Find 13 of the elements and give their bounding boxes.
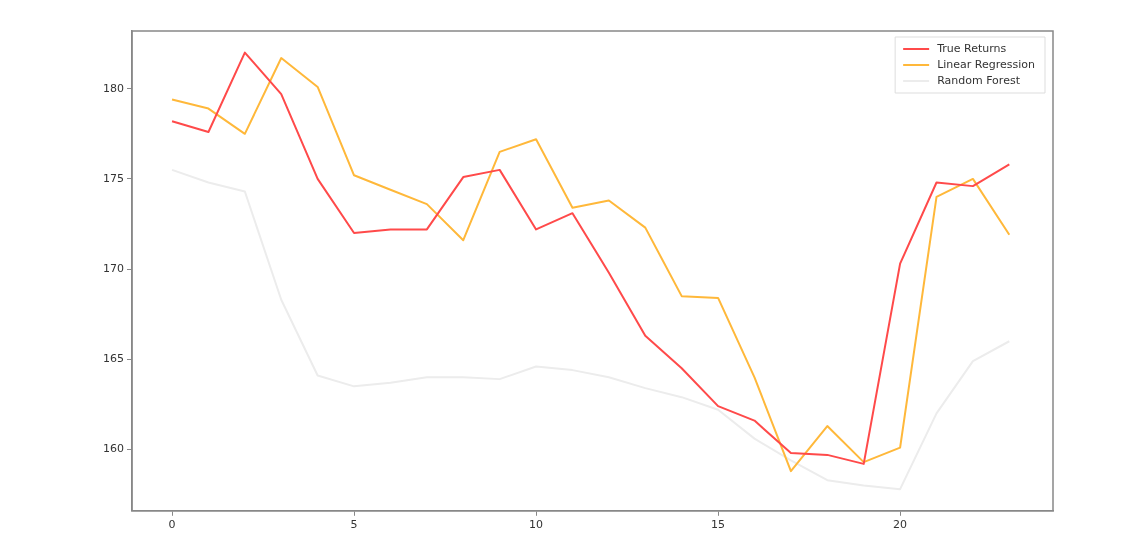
x-tick-label: 10 [529, 518, 544, 532]
y-tick-label: 170 [103, 261, 124, 275]
legend-label: True Returns [936, 41, 1007, 55]
x-tick-label: 0 [168, 518, 176, 532]
legend-label: Linear Regression [937, 57, 1036, 71]
x-tick-label: 15 [711, 518, 726, 532]
legend-label: Random Forest [937, 73, 1021, 87]
y-tick-label: 165 [103, 352, 124, 366]
x-tick-label: 5 [350, 518, 358, 532]
x-tick-label: 20 [893, 518, 908, 532]
y-tick-label: 160 [103, 442, 124, 456]
y-tick-label: 175 [103, 171, 124, 185]
y-tick-label: 180 [103, 81, 124, 95]
